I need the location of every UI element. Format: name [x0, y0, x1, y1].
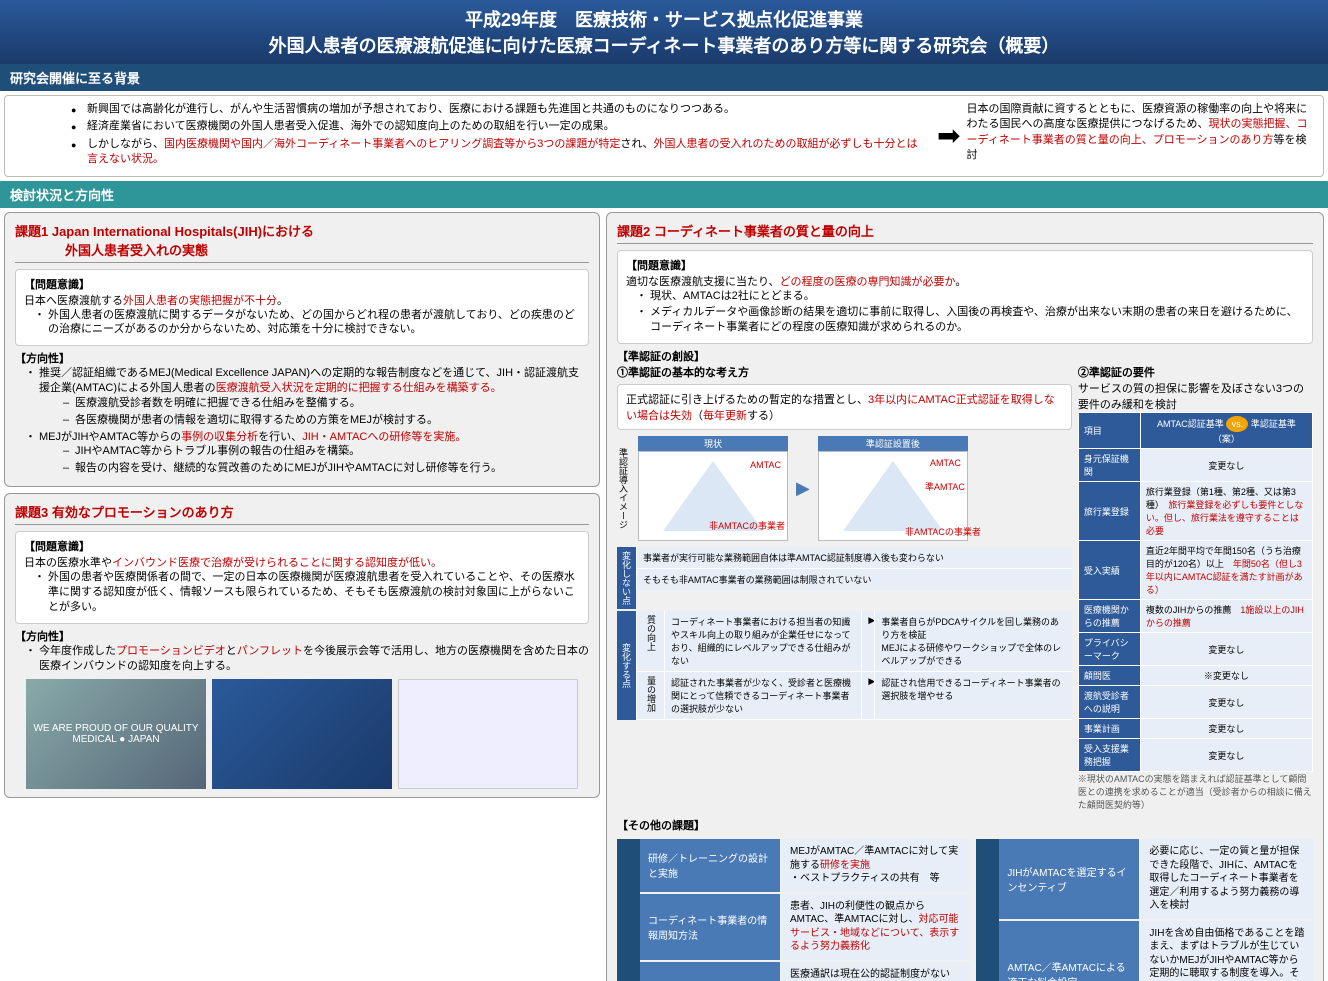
panel-issue2: 課題2 コーディネート事業者の質と量の向上 【問題意識】 適切な医療渡航支援に当… — [606, 212, 1324, 981]
panel-issue3: 課題3 有効なプロモーションのあり方 【問題意識】 日本の医療水準やインバウンド… — [4, 493, 600, 798]
arrow-icon: ▶ — [796, 478, 810, 499]
promo-pamphlet2 — [398, 679, 578, 789]
triangle-before: AMTAC 非AMTACの事業者 — [638, 451, 788, 541]
bg-bullet2: 経済産業省において医療機関の外国人患者受入促進、海外での認知度向上のための取組を… — [71, 119, 927, 134]
panel1-mondai: 【問題意識】 日本へ医療渡航する外国人患者の実態把握が不十分。 外国人患者の医療… — [15, 269, 589, 347]
panel-issue1: 課題1 Japan International Hospitals(JIH)にお… — [4, 212, 600, 488]
requirements-table: 項目 AMTAC認証基準 vs. 準認証基準（案） 身元保証機関変更なし旅行業登… — [1078, 412, 1313, 772]
panel2-mondai: 【問題意識】 適切な医療渡航支援に当たり、どの程度の医療の専門知識が必要か。 現… — [617, 250, 1313, 345]
header-line2: 外国人患者の医療渡航促進に向けた医療コーディネート事業者のあり方等に関する研究会… — [10, 32, 1318, 58]
bg-bullet3: しかしながら、国内医療機関や国内／海外コーディネート事業者へのヒアリング調査等か… — [71, 137, 927, 168]
promo-pamphlet1 — [212, 679, 392, 789]
promo-video-thumb: WE ARE PROUD OF OUR QUALITY MEDICAL ● JA… — [26, 679, 206, 789]
panel3-mondai: 【問題意識】 日本の医療水準やインバウンド医療で治療が受けられることに関する認知… — [15, 531, 589, 624]
immediate-issues: 当面の検討課題 研修／トレーニングの設計と実施MEJがAMTAC／準AMTACに… — [617, 839, 970, 981]
jun-diagram: 準認証導入イメージ 現状 AMTAC 非AMTACの事業者 ▶ 準認証設置後 — [617, 436, 1072, 541]
triangle-after: AMTAC 準AMTAC 非AMTACの事業者 — [818, 451, 968, 541]
bg-bullet1: 新興国では高齢化が進行し、がんや生活習慣病の増加が予想されており、医療における課… — [71, 102, 927, 117]
panel3-title: 課題3 有効なプロモーションのあり方 — [15, 502, 589, 525]
section1-bar: 研究会開催に至る背景 — [0, 64, 1328, 91]
background-box: 新興国では高齢化が進行し、がんや生活習慣病の増加が予想されており、医療における課… — [4, 95, 1324, 177]
bg-right-text: 日本の国際貢献に資するとともに、医療資源の稼働率の向上や将来にわたる国民への高度… — [966, 102, 1317, 170]
header-line1: 平成29年度 医療技術・サービス拠点化促進事業 — [10, 6, 1318, 32]
section2-bar: 検討状況と方向性 — [0, 181, 1328, 208]
panel1-title: 課題1 Japan International Hospitals(JIH)にお… — [15, 221, 589, 263]
arrow-icon: ➡ — [937, 119, 960, 152]
promo-images: WE ARE PROUD OF OUR QUALITY MEDICAL ● JA… — [15, 679, 589, 789]
panel2-title: 課題2 コーディネート事業者の質と量の向上 — [617, 221, 1313, 244]
change-grid: 変化しない点 事業者が実行可能な業務範囲自体は準AMTAC認証制度導入後も変わら… — [617, 547, 1072, 609]
main-header: 平成29年度 医療技術・サービス拠点化促進事業 外国人患者の医療渡航促進に向けた… — [0, 0, 1328, 64]
longterm-issues: 中長期的な検討課題 JIHがAMTACを選定するインセンティブ必要に応じ、一定の… — [976, 839, 1313, 981]
